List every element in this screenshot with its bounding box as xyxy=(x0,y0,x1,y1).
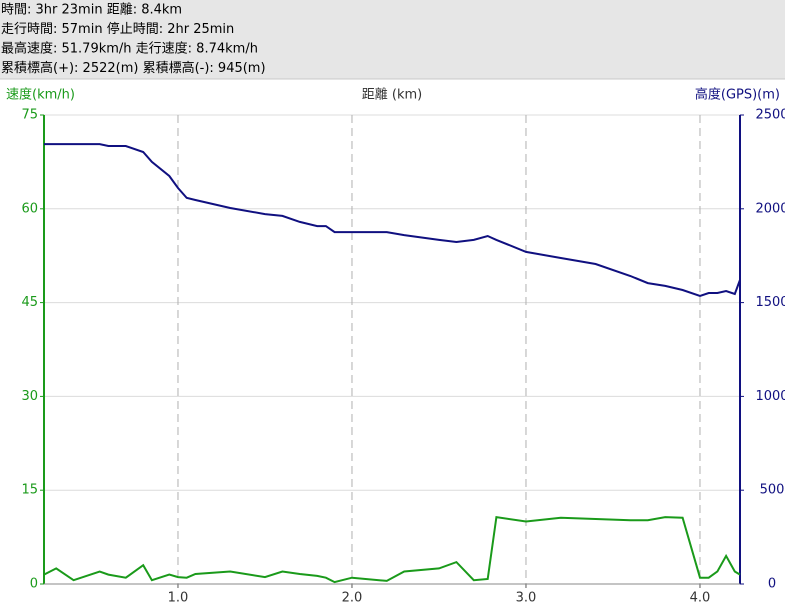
y-axis-label: 速度(km/h) xyxy=(6,87,75,103)
y-tick-label: 60 xyxy=(21,201,38,216)
y2-tick-label: 1000 xyxy=(755,389,785,404)
x-tick-label: 1.0 xyxy=(168,591,189,606)
x-tick-label: 2.0 xyxy=(342,591,363,606)
y2-tick-label: 500 xyxy=(760,483,785,498)
summary-line: 時間: 3hr 23min 距離: 8.4km xyxy=(1,3,182,18)
x-tick-label: 4.0 xyxy=(690,591,711,606)
y-tick-label: 75 xyxy=(21,108,38,123)
summary-line: 走行時間: 57min 停止時間: 2hr 25min xyxy=(1,21,234,37)
y-tick-label: 15 xyxy=(21,483,38,498)
y-tick-label: 45 xyxy=(21,295,38,310)
summary-line: 最高速度: 51.79km/h 走行速度: 8.74km/h xyxy=(1,41,258,57)
y2-tick-label: 2000 xyxy=(755,201,785,216)
series-line xyxy=(43,515,741,584)
summary-panel xyxy=(0,0,785,79)
y2-tick-label: 2500 xyxy=(755,108,785,123)
summary-line: 累積標高(+): 2522(m) 累積標高(-): 945(m) xyxy=(1,60,266,76)
x-tick-label: 3.0 xyxy=(516,591,537,606)
y2-tick-label: 0 xyxy=(768,577,776,592)
y-tick-label: 0 xyxy=(30,577,38,592)
y-tick-label: 30 xyxy=(21,389,38,404)
y2-axis-label: 高度(GPS)(m) xyxy=(695,87,780,103)
x-axis-label: 距離 (km) xyxy=(362,88,422,103)
y2-tick-label: 1500 xyxy=(755,295,785,310)
series-line xyxy=(44,143,741,298)
